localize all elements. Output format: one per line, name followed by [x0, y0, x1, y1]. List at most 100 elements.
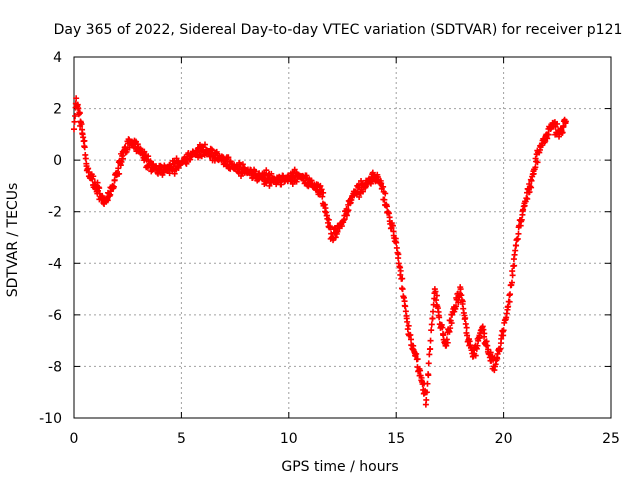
data-point: [141, 148, 148, 155]
data-point: [175, 164, 182, 171]
data-point: [90, 173, 97, 180]
data-point: [201, 141, 208, 148]
y-tick-label: -2: [48, 205, 62, 221]
data-point: [562, 118, 569, 125]
data-point: [507, 291, 514, 298]
data-point: [239, 161, 246, 168]
data-point: [453, 303, 460, 310]
data-layer: [71, 95, 569, 408]
data-point: [115, 165, 122, 172]
data-point: [427, 337, 434, 344]
y-tick-label: 4: [53, 50, 62, 66]
data-point: [554, 120, 561, 127]
data-point: [404, 318, 411, 325]
data-point: [94, 179, 101, 186]
data-point: [439, 324, 446, 331]
data-point: [263, 167, 270, 174]
x-tick-label: 0: [70, 431, 79, 447]
data-point: [462, 320, 469, 327]
data-point: [480, 326, 487, 333]
x-tick-label: 25: [602, 431, 620, 447]
data-point: [430, 308, 437, 315]
y-tick-label: -6: [48, 308, 62, 324]
data-point: [428, 321, 435, 328]
data-point: [389, 222, 396, 229]
data-point: [524, 195, 531, 202]
data-point: [487, 349, 494, 356]
data-point: [484, 342, 491, 349]
data-point: [472, 352, 479, 359]
data-point: [143, 156, 150, 163]
y-tick-label: -4: [48, 256, 62, 272]
chart-title: Day 365 of 2022, Sidereal Day-to-day VTE…: [54, 22, 623, 38]
data-point: [325, 216, 332, 223]
data-point: [426, 351, 433, 358]
data-point: [71, 126, 77, 133]
data-point: [432, 288, 439, 295]
data-point: [380, 183, 387, 190]
data-point: [96, 185, 103, 192]
data-point: [171, 170, 178, 177]
data-point: [428, 327, 435, 334]
data-point: [268, 170, 275, 177]
data-point: [399, 275, 406, 282]
data-point: [433, 292, 440, 299]
data-point: [293, 178, 300, 185]
data-point: [413, 350, 420, 357]
data-point: [345, 207, 352, 214]
data-point: [399, 286, 406, 293]
data-point: [424, 380, 431, 387]
data-point: [463, 324, 470, 331]
x-tick-label: 20: [495, 431, 513, 447]
data-point: [515, 230, 522, 237]
data-point: [382, 190, 389, 197]
data-point: [173, 155, 180, 162]
data-point: [500, 332, 507, 339]
data-point: [119, 155, 126, 162]
data-point: [209, 147, 216, 154]
data-point: [356, 194, 363, 201]
data-point: [73, 95, 80, 102]
data-point: [116, 170, 123, 177]
data-point: [72, 113, 79, 119]
data-point: [512, 247, 519, 254]
data-point: [459, 298, 466, 305]
data-point: [511, 262, 518, 269]
data-point: [506, 298, 513, 305]
data-point: [457, 286, 464, 293]
data-point: [397, 267, 404, 274]
data-point: [497, 345, 504, 352]
data-point: [332, 234, 339, 241]
data-point: [75, 105, 82, 112]
data-point: [513, 242, 520, 249]
data-point: [509, 272, 516, 279]
data-point: [508, 279, 515, 286]
data-point: [436, 314, 443, 321]
data-point: [383, 203, 390, 210]
data-point: [534, 159, 541, 166]
x-tick-label: 10: [280, 431, 298, 447]
data-point: [427, 345, 434, 352]
data-point: [145, 153, 152, 160]
data-point: [448, 320, 455, 327]
data-point: [444, 339, 451, 346]
data-point: [429, 315, 436, 322]
frame-layer: 0 5 10 15 20 25 -10 -8 -6 -4 -2 0 2 4: [39, 50, 620, 447]
data-point: [225, 154, 232, 161]
y-tick-label: -8: [48, 359, 62, 375]
data-point: [319, 193, 326, 200]
data-point: [532, 164, 539, 171]
y-axis-label: SDTVAR / TECUs: [5, 183, 21, 298]
data-point: [76, 110, 83, 117]
data-point: [359, 188, 366, 195]
data-point: [447, 325, 454, 332]
data-point: [481, 330, 488, 337]
data-point: [71, 118, 78, 125]
data-point: [291, 166, 298, 173]
data-point: [99, 194, 106, 201]
data-point: [464, 332, 471, 339]
x-tick-label: 15: [387, 431, 405, 447]
data-point: [559, 129, 566, 136]
